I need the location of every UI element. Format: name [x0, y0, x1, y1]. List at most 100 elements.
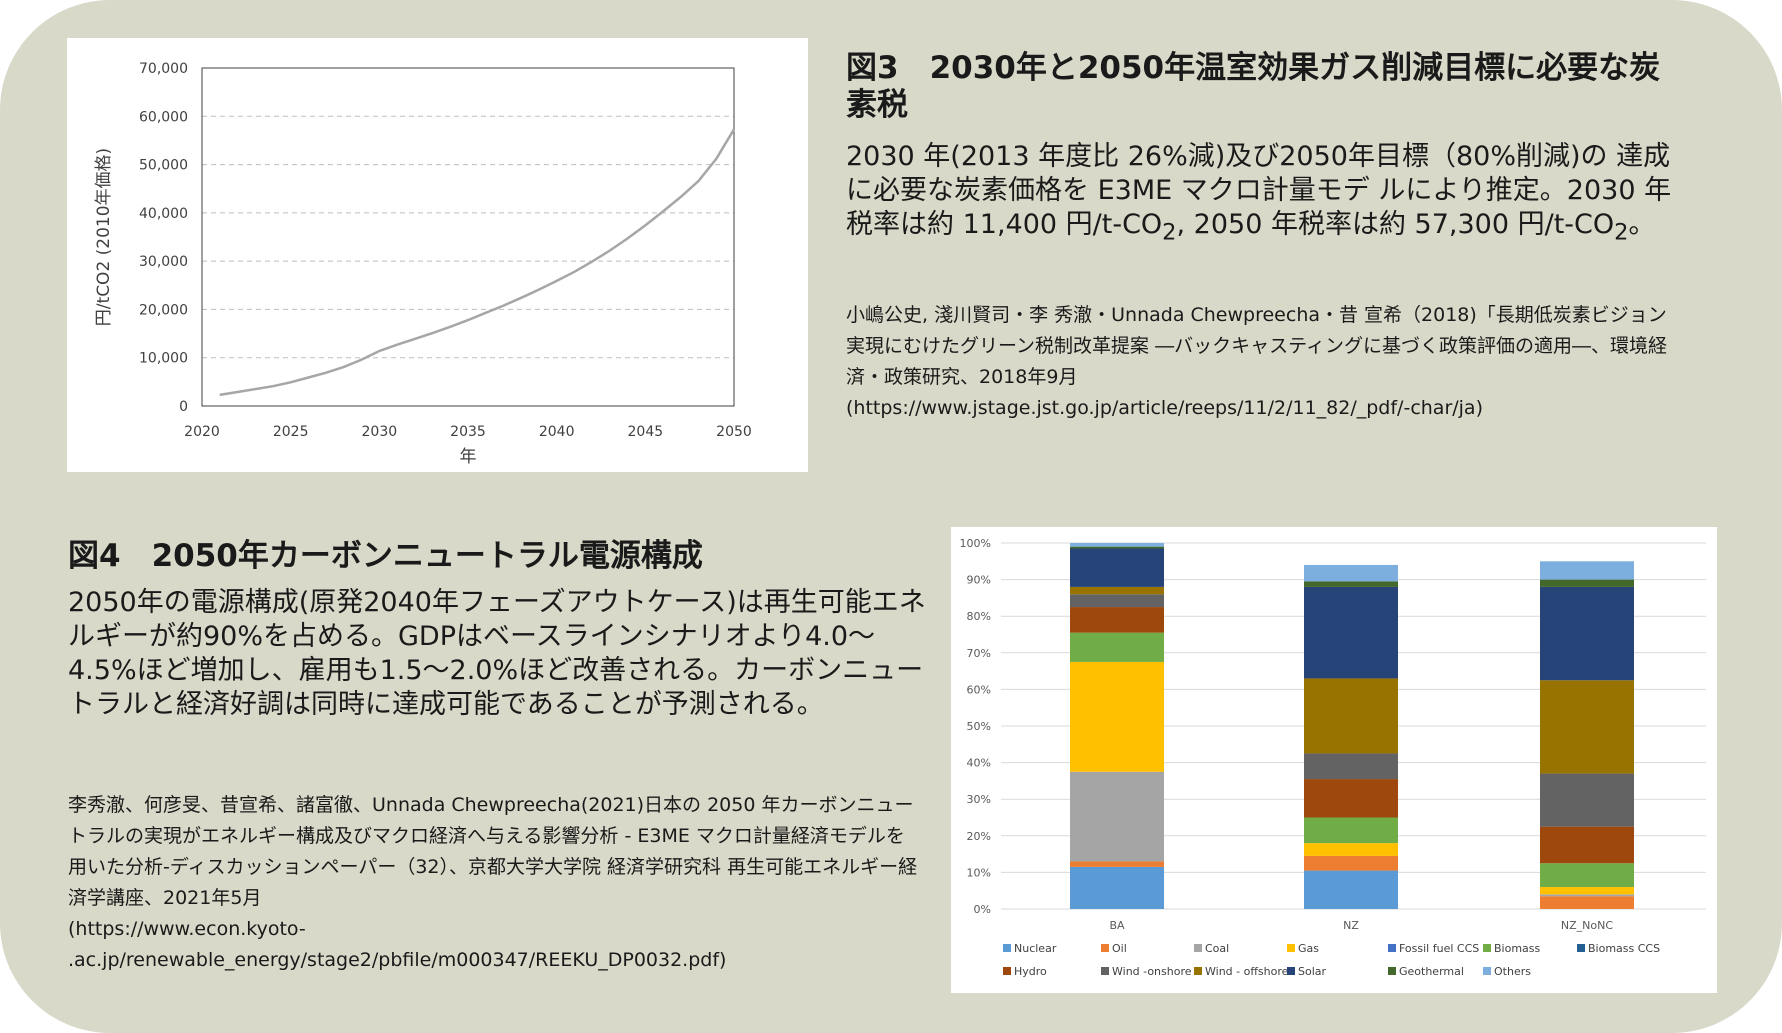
y-tick-label: 70%	[967, 647, 991, 660]
y-tick-label: 20%	[967, 830, 991, 843]
x-tick-label: 2050	[716, 424, 752, 440]
bar-segment-biomass	[1070, 632, 1164, 662]
x-axis-label: 年	[460, 447, 477, 467]
bar-segment-solar	[1304, 586, 1398, 679]
legend-swatch	[1003, 944, 1011, 952]
y-axis-label: 円/tCO2 (2010年価格)	[94, 148, 114, 326]
y-tick-label: 60,000	[139, 109, 188, 125]
figure3-reference-text: 小嶋公史, 淺川賢司・李 秀澈・Unnada Chewpreecha・昔 宣希（…	[846, 304, 1667, 388]
figure4-reference: 李秀澈、何彦旻、昔宣希、諸富徹、Unnada Chewpreecha(2021)…	[68, 790, 918, 976]
y-tick-label: 100%	[960, 537, 991, 550]
legend-swatch	[1287, 944, 1295, 952]
figure4-title: 図4 2050年カーボンニュートラル電源構成	[68, 538, 703, 574]
bar-segment-hydro	[1304, 779, 1398, 818]
figure3-reference: 小嶋公史, 淺川賢司・李 秀澈・Unnada Chewpreecha・昔 宣希（…	[846, 300, 1676, 424]
legend-label: Hydro	[1014, 965, 1047, 978]
power-mix-stacked-bar-chart: 0% 10% 20% 30% 40% 50% 60% 70% 80% 90% 100% BA NZ NZ_…	[951, 527, 1717, 993]
figure4-reference-url-line2[interactable]: .ac.jp/renewable_energy/stage2/pbfile/m0…	[68, 949, 727, 971]
bar-segment-biomass	[1540, 863, 1634, 888]
bar-segment-wind-offshore	[1540, 680, 1634, 774]
carbon-price-chart-svg: 0 10,000 20,000 30,000 40,000 50,000 60,000 70,…	[94, 61, 752, 467]
legend-label: Wind -onshore	[1112, 965, 1192, 978]
x-tick-label: 2035	[450, 424, 486, 440]
y-tick-label: 0%	[974, 903, 991, 916]
co2-subscript-1: 2	[1162, 219, 1177, 246]
legend-label: Geothermal	[1399, 965, 1464, 978]
bar-segment-nuclear	[1304, 870, 1398, 909]
bar-segment-gas	[1540, 887, 1634, 895]
y-tick-label: 30%	[967, 793, 991, 806]
figure4-reference-text: 李秀澈、何彦旻、昔宣希、諸富徹、Unnada Chewpreecha(2021)…	[68, 794, 918, 909]
legend-label: Fossil fuel CCS	[1399, 942, 1479, 955]
legend-label: Biomass CCS	[1588, 942, 1660, 955]
y-tick-label: 0	[179, 399, 188, 415]
bar-segment-gas	[1304, 843, 1398, 856]
figure3-description-part1: 2030 年(2013 年度比 26%減)及び2050年目標（80%削減)の 達…	[846, 141, 1672, 240]
legend-swatch	[1577, 944, 1585, 952]
bar-segment-wind-offshore	[1304, 678, 1398, 754]
bar-segment-biomass	[1304, 817, 1398, 844]
x-tick-label: 2020	[184, 424, 220, 440]
bar-segment-solar	[1070, 548, 1164, 587]
bar-segment-wind-offshore	[1070, 586, 1164, 595]
bar-segment-oil	[1540, 896, 1634, 909]
x-tick-label: 2040	[539, 424, 575, 440]
bar-segment-hydro	[1070, 607, 1164, 633]
y-tick-label: 10,000	[139, 351, 188, 367]
bar-segment-coal	[1070, 771, 1164, 862]
bar-segment-others	[1304, 564, 1398, 582]
figure3-description-part2: , 2050 年税率は約 57,300 円/t-CO	[1176, 209, 1615, 240]
legend-label: Nuclear	[1014, 942, 1057, 955]
x-tick-label: 2045	[628, 424, 664, 440]
bar-segment-wind-onshore	[1540, 773, 1634, 827]
carbon-price-line	[219, 128, 736, 397]
figure3-description: 2030 年(2013 年度比 26%減)及び2050年目標（80%削減)の 達…	[846, 140, 1676, 249]
legend-label: Biomass	[1494, 942, 1541, 955]
x-tick-label: 2030	[362, 424, 398, 440]
bar-segment-others	[1070, 543, 1164, 547]
y-tick-label: 10%	[967, 866, 991, 879]
legend-swatch	[1194, 944, 1202, 952]
legend-label: Others	[1494, 965, 1531, 978]
legend-label: Solar	[1298, 965, 1327, 978]
legend-label: Oil	[1112, 942, 1127, 955]
bar-segment-oil	[1304, 855, 1398, 871]
x-tick-label: NZ	[1343, 919, 1359, 932]
legend-swatch	[1194, 967, 1202, 975]
x-tick-label: 2025	[273, 424, 309, 440]
legend-label: Gas	[1298, 942, 1319, 955]
y-tick-label: 30,000	[139, 254, 188, 270]
y-tick-label: 40%	[967, 757, 991, 770]
x-tick-label: NZ_NoNC	[1561, 919, 1613, 932]
y-tick-label: 20,000	[139, 302, 188, 318]
y-tick-label: 50,000	[139, 158, 188, 174]
bar-segment-others	[1540, 561, 1634, 580]
co2-subscript-2: 2	[1614, 219, 1629, 246]
y-tick-label: 60%	[967, 683, 991, 696]
figure3-reference-url[interactable]: (https://www.jstage.jst.go.jp/article/re…	[846, 397, 1483, 419]
carbon-price-line-chart: 0 10,000 20,000 30,000 40,000 50,000 60,000 70,…	[67, 38, 808, 472]
bar-segment-wind-onshore	[1304, 753, 1398, 780]
legend-swatch	[1287, 967, 1295, 975]
bar-segment-solar	[1540, 586, 1634, 681]
legend-swatch	[1388, 944, 1396, 952]
bar-segment-nuclear	[1070, 866, 1164, 909]
figure3-title: 図3 2030年と2050年温室効果ガス削減目標に必要な炭素税	[846, 50, 1661, 123]
legend-swatch	[1101, 944, 1109, 952]
legend-swatch	[1101, 967, 1109, 975]
figure3-description-part3: 。	[1628, 209, 1656, 240]
x-tick-label: BA	[1109, 919, 1125, 932]
bar-segment-hydro	[1540, 826, 1634, 864]
plot-frame	[201, 67, 735, 407]
bar-segment-gas	[1070, 661, 1164, 772]
legend-label: Wind - offshore	[1205, 965, 1289, 978]
bar-segment-coal	[1540, 894, 1634, 897]
legend-swatch	[1003, 967, 1011, 975]
figure4-description: 2050年の電源構成(原発2040年フェーズアウトケース)は再生可能エネルギーが…	[68, 587, 926, 720]
bar-segment-oil	[1070, 861, 1164, 867]
figure4-reference-url-line1[interactable]: (https://www.econ.kyoto-	[68, 918, 306, 940]
y-tick-label: 50%	[967, 720, 991, 733]
y-tick-label: 70,000	[139, 61, 188, 77]
legend-swatch	[1483, 944, 1491, 952]
bar-segment-geothermal	[1070, 546, 1164, 549]
